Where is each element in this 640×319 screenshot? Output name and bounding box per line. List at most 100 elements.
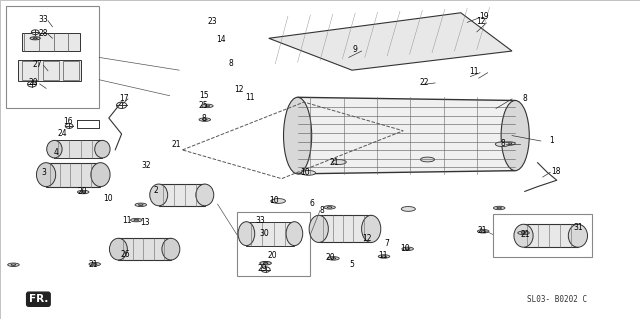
Ellipse shape [301, 171, 313, 174]
Ellipse shape [271, 199, 282, 203]
Ellipse shape [260, 262, 271, 265]
Text: 11: 11 [245, 93, 254, 102]
Ellipse shape [420, 157, 435, 162]
Ellipse shape [271, 198, 285, 204]
Ellipse shape [507, 143, 512, 144]
Ellipse shape [305, 172, 310, 174]
Polygon shape [298, 97, 515, 174]
Ellipse shape [162, 238, 180, 260]
Text: 11: 11 [469, 67, 478, 76]
Ellipse shape [116, 102, 127, 108]
Text: 14: 14 [216, 35, 227, 44]
Text: 8: 8 [500, 139, 506, 148]
Text: 28: 28 [39, 29, 48, 38]
Ellipse shape [362, 215, 381, 242]
Ellipse shape [518, 231, 529, 234]
Text: 12: 12 [235, 85, 244, 94]
Text: 30: 30 [259, 229, 269, 238]
Ellipse shape [497, 207, 502, 209]
Ellipse shape [405, 248, 410, 249]
Text: 8: 8 [228, 59, 233, 68]
Text: 16: 16 [63, 117, 73, 126]
Ellipse shape [332, 160, 346, 165]
Text: 20: 20 [77, 187, 87, 196]
Ellipse shape [327, 207, 332, 208]
Text: 21: 21 [172, 140, 181, 149]
Ellipse shape [30, 37, 40, 40]
Ellipse shape [134, 219, 139, 221]
Text: 25: 25 [198, 101, 209, 110]
Text: 21: 21 [330, 158, 339, 167]
Text: 13: 13 [140, 218, 150, 227]
Text: 1: 1 [549, 137, 554, 145]
Ellipse shape [47, 140, 62, 158]
Ellipse shape [196, 184, 214, 206]
Text: 18: 18 [551, 167, 560, 176]
Text: 10: 10 [102, 194, 113, 203]
Ellipse shape [324, 206, 335, 209]
Text: 2: 2 [153, 186, 158, 195]
Text: 32: 32 [141, 161, 151, 170]
Ellipse shape [286, 222, 303, 246]
Text: 21: 21 [477, 226, 486, 235]
Ellipse shape [301, 170, 316, 175]
Bar [159, 184, 205, 206]
Ellipse shape [135, 203, 147, 206]
Ellipse shape [28, 81, 36, 87]
Ellipse shape [150, 184, 168, 206]
Ellipse shape [381, 256, 387, 257]
Text: FR.: FR. [29, 294, 48, 304]
Text: 5: 5 [349, 260, 355, 269]
Ellipse shape [199, 118, 211, 121]
Ellipse shape [328, 257, 339, 260]
Text: 33: 33 [38, 15, 49, 24]
Ellipse shape [77, 190, 89, 194]
Text: 20: 20 [325, 253, 335, 262]
Text: 12: 12 [362, 234, 371, 243]
Text: 10: 10 [400, 244, 410, 253]
Ellipse shape [11, 264, 16, 265]
Text: 23: 23 [207, 17, 218, 26]
Bar [63, 61, 79, 80]
Bar [319, 215, 371, 242]
Ellipse shape [205, 105, 210, 107]
Text: 11: 11 [122, 216, 131, 225]
Ellipse shape [202, 119, 207, 120]
Bar [118, 238, 171, 260]
Ellipse shape [91, 163, 110, 187]
Text: 4: 4 [54, 148, 59, 157]
Ellipse shape [401, 207, 415, 211]
Ellipse shape [501, 100, 529, 171]
Ellipse shape [477, 230, 489, 233]
Text: 21: 21 [520, 230, 529, 239]
Ellipse shape [504, 142, 515, 145]
Text: 10: 10 [300, 168, 310, 177]
Ellipse shape [261, 267, 270, 272]
Ellipse shape [309, 215, 328, 242]
Ellipse shape [493, 206, 505, 210]
Text: 22: 22 [420, 78, 429, 87]
Bar [246, 222, 294, 246]
Ellipse shape [8, 263, 19, 266]
Ellipse shape [481, 231, 486, 232]
Ellipse shape [131, 219, 142, 222]
Text: 27: 27 [32, 60, 42, 69]
Bar [46, 163, 100, 187]
Ellipse shape [331, 258, 336, 259]
Ellipse shape [33, 38, 37, 39]
Ellipse shape [92, 263, 97, 265]
Text: 21: 21 [89, 260, 98, 269]
Ellipse shape [521, 232, 526, 234]
Text: 6: 6 [310, 199, 315, 208]
Ellipse shape [402, 247, 413, 250]
Ellipse shape [495, 142, 509, 147]
Ellipse shape [31, 30, 39, 34]
Ellipse shape [238, 222, 255, 246]
Ellipse shape [65, 123, 73, 129]
Text: 3: 3 [41, 168, 46, 177]
Bar [524, 224, 578, 247]
Ellipse shape [514, 224, 533, 247]
Bar [22, 61, 38, 80]
Bar [18, 60, 81, 81]
Text: 8: 8 [201, 114, 206, 122]
